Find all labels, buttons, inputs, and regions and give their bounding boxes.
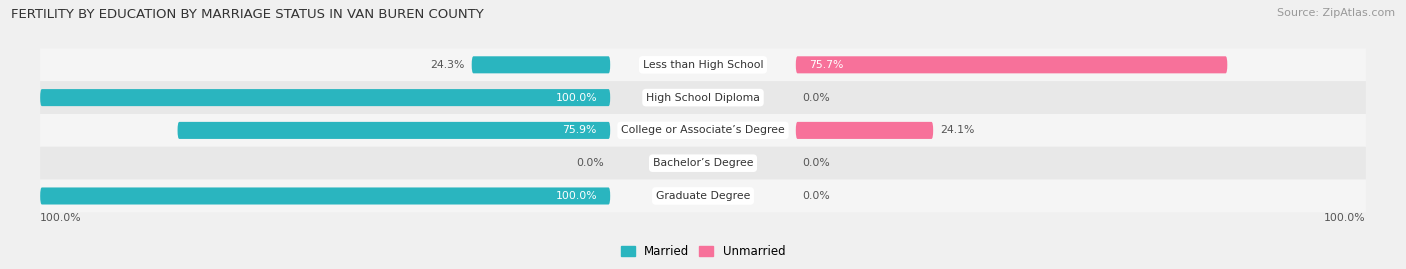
Text: 100.0%: 100.0% xyxy=(555,191,598,201)
Text: Source: ZipAtlas.com: Source: ZipAtlas.com xyxy=(1277,8,1395,18)
Text: Graduate Degree: Graduate Degree xyxy=(655,191,751,201)
Text: Less than High School: Less than High School xyxy=(643,60,763,70)
Text: Bachelor’s Degree: Bachelor’s Degree xyxy=(652,158,754,168)
Text: High School Diploma: High School Diploma xyxy=(647,93,759,102)
FancyBboxPatch shape xyxy=(41,187,610,204)
Legend: Married, Unmarried: Married, Unmarried xyxy=(616,240,790,263)
FancyBboxPatch shape xyxy=(41,147,1365,180)
Text: 24.3%: 24.3% xyxy=(430,60,465,70)
Text: 0.0%: 0.0% xyxy=(803,191,830,201)
Text: 100.0%: 100.0% xyxy=(555,93,598,102)
Text: 75.9%: 75.9% xyxy=(562,125,598,135)
Text: 24.1%: 24.1% xyxy=(939,125,974,135)
FancyBboxPatch shape xyxy=(796,56,1227,73)
FancyBboxPatch shape xyxy=(41,81,1365,114)
Text: 75.7%: 75.7% xyxy=(808,60,844,70)
FancyBboxPatch shape xyxy=(177,122,610,139)
Text: FERTILITY BY EDUCATION BY MARRIAGE STATUS IN VAN BUREN COUNTY: FERTILITY BY EDUCATION BY MARRIAGE STATU… xyxy=(11,8,484,21)
FancyBboxPatch shape xyxy=(41,48,1365,81)
Text: 100.0%: 100.0% xyxy=(1324,213,1365,223)
FancyBboxPatch shape xyxy=(41,180,1365,213)
FancyBboxPatch shape xyxy=(471,56,610,73)
Text: 100.0%: 100.0% xyxy=(41,213,82,223)
Text: College or Associate’s Degree: College or Associate’s Degree xyxy=(621,125,785,135)
Text: 0.0%: 0.0% xyxy=(803,158,830,168)
FancyBboxPatch shape xyxy=(796,122,934,139)
FancyBboxPatch shape xyxy=(41,89,610,106)
Text: 0.0%: 0.0% xyxy=(576,158,603,168)
Text: 0.0%: 0.0% xyxy=(803,93,830,102)
FancyBboxPatch shape xyxy=(41,114,1365,147)
